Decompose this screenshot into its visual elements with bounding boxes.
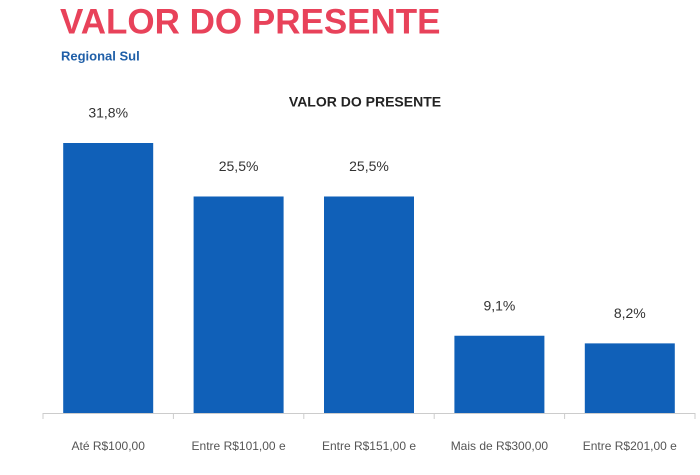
x-tick-label: Mais de R$300,00 <box>451 439 549 453</box>
page-subtitle: Regional Sul <box>61 48 140 63</box>
x-tick-label: Entre R$101,00 e <box>192 439 286 453</box>
value-label: 31,8% <box>88 105 128 121</box>
bar <box>63 143 154 413</box>
value-label: 8,2% <box>614 305 646 321</box>
x-tick-label: Entre R$201,00 e <box>583 439 677 453</box>
bar <box>454 335 545 413</box>
value-label: 25,5% <box>219 158 259 174</box>
x-tick-label: Até R$100,00 <box>72 439 146 453</box>
bar <box>193 196 284 413</box>
bar <box>324 196 414 413</box>
page-title: VALOR DO PRESENTE <box>60 2 441 41</box>
chart-title: VALOR DO PRESENTE <box>289 94 441 110</box>
bar <box>584 343 675 413</box>
value-label: 25,5% <box>349 158 389 174</box>
x-tick-label: Entre R$151,00 e <box>322 439 416 453</box>
value-label: 9,1% <box>483 297 515 313</box>
